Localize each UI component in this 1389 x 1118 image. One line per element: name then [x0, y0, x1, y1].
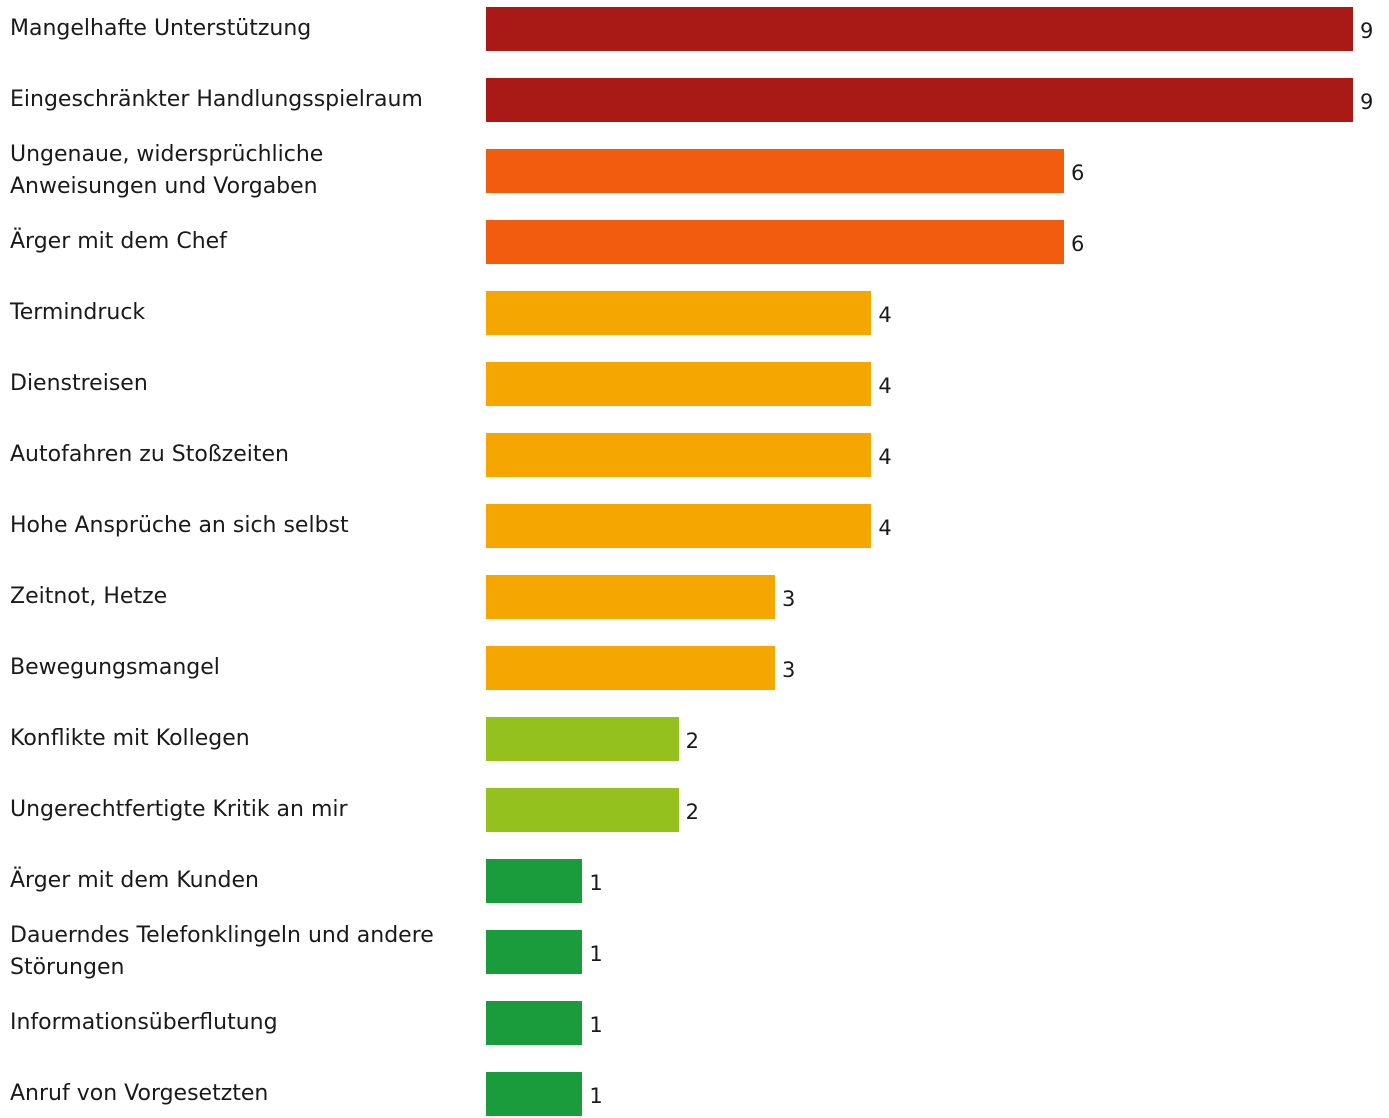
bar [486, 1001, 583, 1045]
value-label: 3 [781, 658, 796, 682]
category-label: Dauerndes Telefonklingeln und andere Stö… [10, 923, 434, 980]
bar [486, 220, 1064, 264]
value-label: 6 [1070, 232, 1085, 256]
category-label: Autofahren zu Stoßzeiten [10, 442, 289, 467]
bar [486, 149, 1064, 193]
category-label: Konflikte mit Kollegen [10, 726, 250, 751]
category-label: Anruf von Vorgesetzten [10, 1081, 269, 1106]
bar [486, 504, 872, 548]
bar [486, 859, 583, 903]
category-label: Eingeschränkter Handlungsspielraum [10, 87, 423, 112]
category-label: Dienstreisen [10, 371, 148, 396]
bar [486, 433, 872, 477]
value-label: 9 [1359, 19, 1374, 43]
category-label: Termindruck [10, 300, 146, 325]
bar [486, 362, 872, 406]
category-label: Ärger mit dem Kunden [10, 868, 259, 893]
value-label: 1 [589, 871, 603, 895]
value-label: 4 [878, 445, 892, 469]
bar [486, 575, 775, 619]
bar [486, 78, 1353, 122]
category-label: Ungerechtfertigte Kritik an mir [10, 797, 348, 822]
bar [486, 7, 1353, 51]
category-label: Zeitnot, Hetze [10, 584, 168, 609]
value-label: 6 [1070, 161, 1085, 185]
category-label: Informationsüberflutung [10, 1010, 278, 1035]
value-label: 4 [878, 303, 892, 327]
category-label: Ungenaue, widersprüchliche Anweisungen u… [10, 142, 324, 199]
bar [486, 717, 679, 761]
value-label: 1 [589, 1013, 603, 1037]
value-label: 4 [878, 516, 892, 540]
bar [486, 1072, 583, 1116]
bar [486, 646, 775, 690]
bar [486, 291, 872, 335]
bar [486, 788, 679, 832]
value-label: 2 [685, 800, 700, 824]
value-label: 4 [878, 374, 892, 398]
value-label: 1 [589, 942, 603, 966]
value-label: 9 [1359, 90, 1374, 114]
value-label: 2 [685, 729, 700, 753]
value-label: 3 [781, 587, 796, 611]
category-label: Mangelhafte Unterstützung [10, 16, 312, 41]
category-label: Hohe Ansprüche an sich selbst [10, 513, 349, 538]
value-label: 1 [589, 1084, 603, 1108]
bar [486, 930, 583, 974]
category-label: Ärger mit dem Chef [10, 229, 227, 254]
category-label: Bewegungsmangel [10, 655, 220, 680]
